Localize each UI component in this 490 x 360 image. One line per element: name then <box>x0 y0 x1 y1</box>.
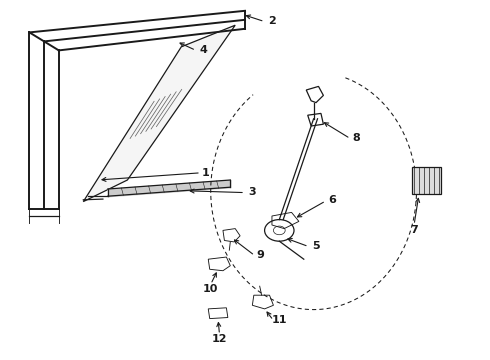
Text: 2: 2 <box>268 16 276 26</box>
Text: 3: 3 <box>248 187 256 197</box>
Text: 1: 1 <box>202 168 210 178</box>
Text: 12: 12 <box>212 334 227 344</box>
Text: 6: 6 <box>328 195 336 205</box>
Text: 5: 5 <box>312 240 320 251</box>
Text: 9: 9 <box>257 250 265 260</box>
Text: 4: 4 <box>199 45 207 55</box>
Polygon shape <box>83 25 235 202</box>
Text: 8: 8 <box>353 132 361 143</box>
Polygon shape <box>412 167 441 194</box>
Text: 11: 11 <box>271 315 287 325</box>
Text: 10: 10 <box>203 284 219 294</box>
Text: 7: 7 <box>410 225 418 235</box>
